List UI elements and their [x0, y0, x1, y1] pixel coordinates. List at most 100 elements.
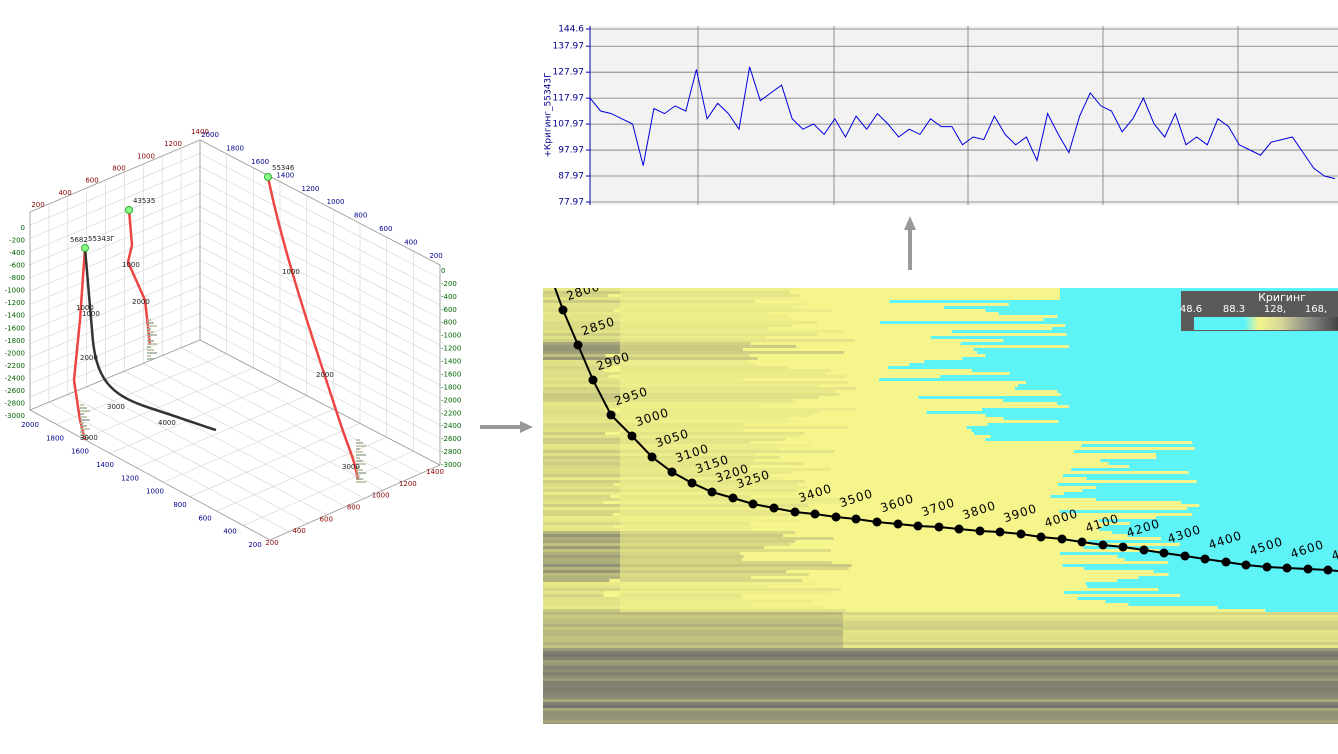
section-cell	[543, 612, 843, 615]
section-cell	[543, 363, 1338, 366]
section-cell	[543, 480, 1197, 483]
section-cell	[620, 321, 818, 324]
section-cell	[543, 297, 643, 300]
tick-label: 0	[21, 224, 25, 232]
section-cell	[620, 402, 797, 405]
trajectory-point	[606, 410, 616, 420]
section-cell	[543, 492, 1064, 495]
tick-label: 800	[173, 501, 186, 509]
section-cell	[543, 294, 609, 297]
section-cell	[620, 309, 833, 312]
section-cell	[543, 633, 843, 636]
section-cell	[543, 642, 843, 645]
depth-label: 1000	[76, 304, 94, 312]
section-cell	[543, 585, 1088, 588]
section-cell	[543, 432, 606, 435]
section-cell	[620, 468, 831, 471]
tick-label: 200	[248, 541, 261, 549]
section-cell	[543, 603, 637, 606]
section-cell	[543, 591, 604, 594]
data-line	[589, 66, 1336, 180]
section-cell	[543, 411, 616, 414]
section-cell	[620, 294, 800, 297]
tick-label: 1400	[276, 171, 294, 179]
section-cell	[620, 549, 831, 552]
grid-line	[56, 353, 227, 425]
trajectory-point	[647, 452, 657, 462]
section-cell	[543, 423, 988, 426]
tick-label: 1200	[164, 140, 182, 148]
trajectory-point	[1180, 551, 1190, 561]
section-cell	[543, 342, 961, 345]
trajectory-point	[872, 517, 882, 527]
section-cell	[543, 360, 1338, 363]
grid-line	[199, 179, 441, 306]
arrow-head	[520, 421, 533, 433]
tick-label: 400	[223, 528, 236, 536]
section-cell	[543, 633, 1338, 636]
section-cell	[543, 504, 1200, 507]
grid-line	[86, 386, 327, 516]
box-edge	[269, 464, 441, 541]
section-cell	[543, 288, 621, 291]
section-cell	[543, 414, 667, 417]
legend-label: 168,	[1305, 304, 1327, 315]
section-cell	[620, 333, 817, 336]
section-cell	[620, 510, 776, 513]
section-cell	[543, 585, 670, 588]
section-cell	[543, 579, 610, 582]
section-cell	[620, 552, 741, 555]
tick-label: -2600	[441, 435, 461, 443]
section-cell	[543, 351, 650, 354]
grid-line	[143, 363, 384, 491]
section-cell	[543, 378, 625, 381]
section-cell	[543, 612, 1338, 615]
section-cell	[543, 489, 650, 492]
section-cell	[543, 387, 636, 390]
section-cell	[620, 534, 783, 537]
grid-line	[105, 378, 346, 507]
section-cell	[620, 381, 849, 384]
depth-label: 4000	[158, 419, 176, 427]
box-edge	[199, 139, 441, 266]
grid-line	[199, 193, 441, 319]
section-cell	[620, 336, 766, 339]
trajectory-point	[1057, 534, 1067, 544]
section-cell	[543, 393, 648, 396]
tick-label: 1600	[71, 448, 89, 456]
section-cell	[543, 636, 843, 639]
section-cell	[543, 525, 614, 528]
tick-label: 800	[112, 165, 125, 173]
section-cell	[620, 315, 789, 318]
tick-label: 600	[198, 514, 211, 522]
y-axis-label: +Кригинг_55343Г	[544, 72, 554, 157]
trajectory-point	[1118, 542, 1128, 552]
tick-label: 1600	[251, 158, 269, 166]
tick-label: -1400	[5, 312, 25, 320]
section-cell	[543, 429, 631, 432]
section-cell	[620, 306, 794, 309]
trajectory-point	[893, 519, 903, 529]
section-cell	[543, 615, 1338, 618]
legend-label: 128,	[1264, 304, 1286, 315]
section-cell	[543, 540, 1089, 543]
depth-label: 1000	[122, 261, 140, 269]
section-cell	[620, 297, 799, 300]
tick-label: -1000	[441, 332, 461, 340]
tick-label: -2000	[441, 396, 461, 404]
section-cell	[620, 330, 844, 333]
grid-line	[29, 299, 201, 371]
section-cell	[543, 663, 1338, 666]
section-cell	[620, 429, 744, 432]
depth-label: 1000	[282, 268, 300, 276]
section-cell	[543, 297, 1060, 300]
section-cell	[543, 573, 1169, 576]
section-cell	[620, 378, 744, 381]
tick-label: 1000	[372, 492, 390, 500]
section-cell	[543, 462, 656, 465]
section-cell	[543, 417, 628, 420]
grid-line	[199, 313, 441, 439]
section-cell	[620, 600, 814, 603]
tick-label: -2800	[441, 448, 461, 456]
trajectory-point	[667, 467, 677, 477]
